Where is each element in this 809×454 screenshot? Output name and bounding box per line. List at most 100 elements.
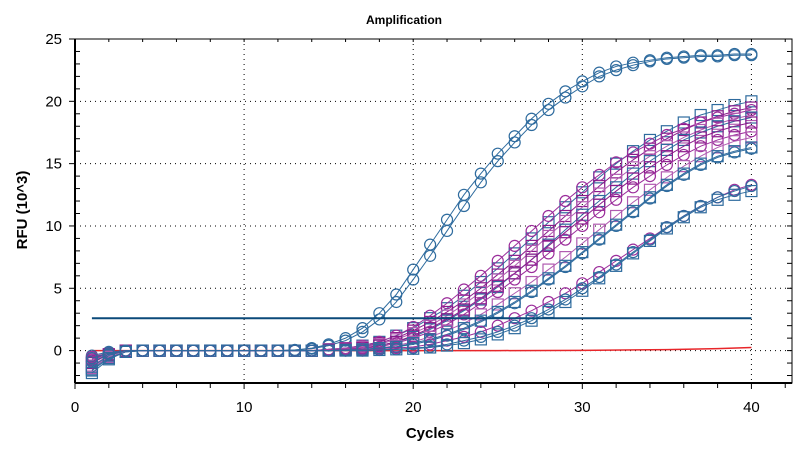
data-point	[643, 155, 657, 168]
data-point	[508, 259, 521, 272]
data-point	[626, 146, 640, 159]
data-point	[542, 97, 555, 110]
data-point	[728, 98, 741, 112]
data-point	[542, 209, 555, 223]
data-point	[643, 170, 657, 183]
data-point	[356, 344, 369, 357]
y-tick-label: 20	[45, 93, 62, 110]
data-point	[576, 247, 589, 260]
data-point	[711, 151, 724, 164]
data-point	[593, 66, 606, 79]
data-point	[542, 295, 555, 309]
series-line	[91, 190, 752, 371]
data-point	[610, 184, 623, 198]
data-point	[339, 344, 352, 357]
data-point	[643, 234, 657, 248]
data-point	[474, 308, 487, 321]
data-point	[610, 166, 623, 179]
data-point	[508, 267, 521, 280]
data-point	[119, 345, 132, 358]
data-point	[525, 224, 538, 238]
data-point	[508, 297, 521, 310]
data-point	[576, 237, 589, 250]
data-point	[610, 209, 623, 223]
data-point	[508, 247, 521, 260]
data-point	[187, 344, 200, 357]
data-point	[559, 85, 572, 98]
data-point	[238, 344, 251, 357]
data-point	[525, 112, 538, 125]
data-point	[542, 103, 555, 117]
data-point	[491, 279, 504, 292]
data-point	[677, 51, 690, 64]
data-point	[390, 295, 403, 309]
x-tick-label: 0	[71, 399, 79, 416]
data-point	[491, 328, 504, 341]
x-tick-label: 40	[743, 399, 760, 416]
data-point	[373, 343, 386, 357]
data-point	[643, 183, 657, 196]
series-12	[85, 142, 758, 368]
data-point	[677, 211, 690, 224]
data-point	[711, 133, 724, 147]
data-point	[508, 322, 521, 335]
data-point	[559, 260, 572, 274]
data-point	[576, 181, 589, 194]
series-11	[85, 141, 758, 380]
data-point	[660, 52, 673, 66]
data-point	[474, 167, 487, 180]
data-point	[491, 147, 504, 160]
data-point	[424, 334, 437, 347]
data-point	[660, 143, 673, 157]
data-point	[525, 304, 538, 317]
data-point	[694, 158, 707, 171]
series-line	[91, 54, 752, 359]
data-point	[626, 181, 640, 194]
axes	[69, 38, 793, 389]
data-point	[508, 136, 521, 149]
data-point	[626, 59, 640, 72]
data-point	[457, 330, 471, 343]
data-point	[407, 342, 420, 355]
data-point	[694, 140, 707, 153]
data-point	[457, 199, 471, 213]
data-point	[593, 233, 606, 246]
data-point	[745, 125, 758, 138]
data-point	[660, 158, 673, 171]
data-point	[593, 223, 606, 236]
data-point	[542, 247, 555, 260]
data-point	[474, 269, 487, 282]
data-point	[356, 325, 369, 338]
data-point	[677, 116, 690, 129]
data-point	[694, 50, 707, 63]
data-point	[745, 95, 758, 108]
data-point	[728, 120, 741, 133]
data-point	[474, 325, 487, 338]
data-point	[440, 329, 454, 342]
data-point	[508, 273, 521, 286]
data-point	[559, 201, 572, 214]
data-point	[491, 254, 504, 267]
data-point	[677, 168, 690, 181]
series-line	[91, 184, 752, 358]
data-point	[745, 116, 758, 129]
data-point	[559, 251, 572, 264]
data-point	[643, 55, 657, 68]
data-point	[102, 351, 115, 365]
data-point	[610, 64, 623, 77]
data-point	[457, 283, 471, 296]
data-point	[711, 50, 724, 63]
data-point	[322, 344, 335, 357]
data-point	[474, 275, 487, 289]
data-point	[711, 193, 724, 206]
data-point	[440, 224, 454, 238]
data-point	[424, 249, 437, 262]
data-point	[254, 344, 268, 357]
data-point	[626, 153, 640, 166]
data-point	[576, 212, 589, 225]
series-1	[85, 47, 758, 362]
data-point	[85, 351, 99, 365]
data-point	[339, 334, 352, 347]
data-point	[643, 137, 657, 150]
